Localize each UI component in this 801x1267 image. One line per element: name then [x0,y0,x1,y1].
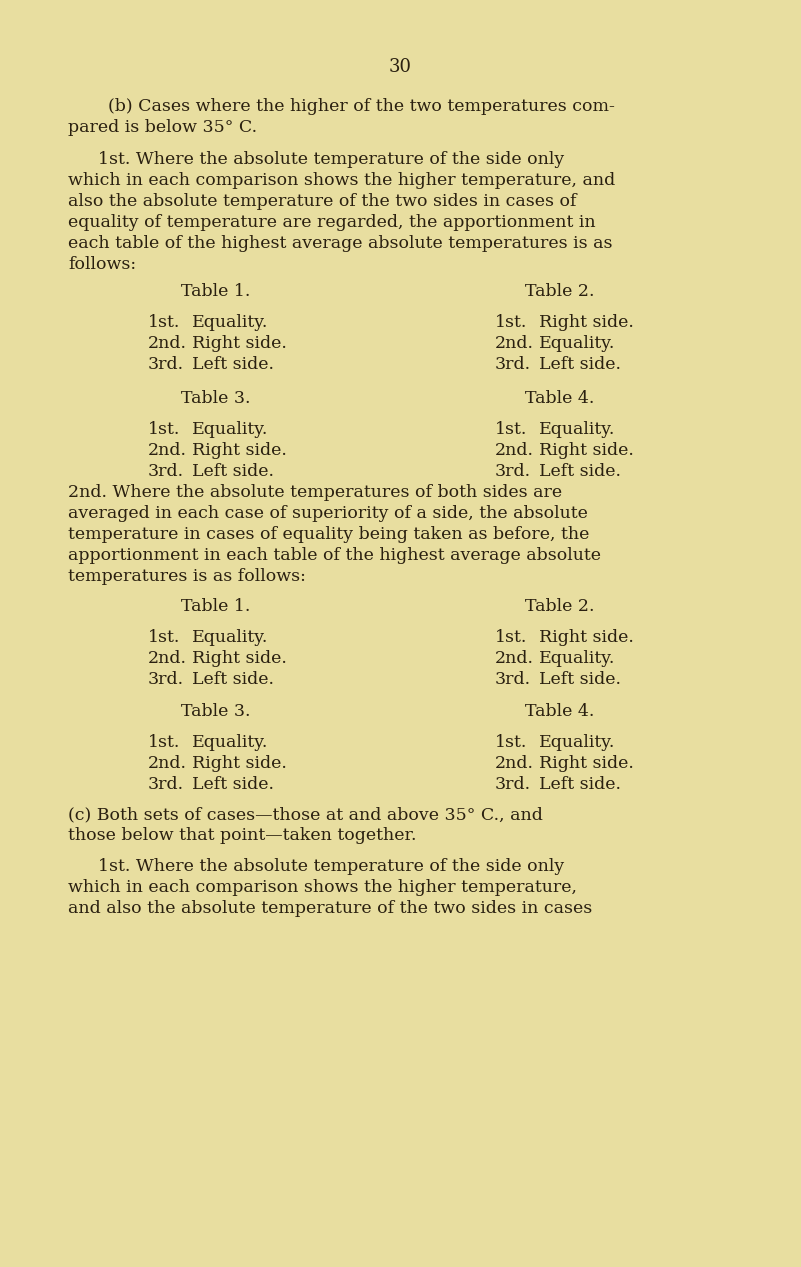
Text: Right side.: Right side. [539,628,634,646]
Text: Equality.: Equality. [539,334,615,352]
Text: Left side.: Left side. [539,672,621,688]
Text: Table 4.: Table 4. [525,703,594,720]
Text: those below that point—taken together.: those below that point—taken together. [68,827,417,844]
Text: Right side.: Right side. [539,755,634,772]
Text: 2nd.: 2nd. [148,442,187,459]
Text: Left side.: Left side. [539,356,621,372]
Text: which in each comparison shows the higher temperature,: which in each comparison shows the highe… [68,879,577,896]
Text: Left side.: Left side. [192,356,274,372]
Text: 1st.: 1st. [495,314,527,331]
Text: each table of the highest average absolute temperatures is as: each table of the highest average absolu… [68,234,613,252]
Text: Left side.: Left side. [192,672,274,688]
Text: 3rd.: 3rd. [148,775,184,793]
Text: Table 2.: Table 2. [525,598,595,614]
Text: 2nd.: 2nd. [495,755,534,772]
Text: 3rd.: 3rd. [495,775,531,793]
Text: averaged in each case of superiority of a side, the absolute: averaged in each case of superiority of … [68,506,588,522]
Text: 2nd.: 2nd. [148,755,187,772]
Text: 1st. Where the absolute temperature of the side only: 1st. Where the absolute temperature of t… [98,858,564,875]
Text: Equality.: Equality. [192,314,268,331]
Text: Right side.: Right side. [192,755,287,772]
Text: Right side.: Right side. [539,442,634,459]
Text: 3rd.: 3rd. [148,672,184,688]
Text: Equality.: Equality. [192,734,268,751]
Text: Left side.: Left side. [192,775,274,793]
Text: 3rd.: 3rd. [495,462,531,480]
Text: 2nd.: 2nd. [495,650,534,666]
Text: 2nd.: 2nd. [148,650,187,666]
Text: equality of temperature are regarded, the apportionment in: equality of temperature are regarded, th… [68,214,596,231]
Text: 1st.: 1st. [495,734,527,751]
Text: Equality.: Equality. [192,628,268,646]
Text: temperature in cases of equality being taken as before, the: temperature in cases of equality being t… [68,526,590,544]
Text: 3rd.: 3rd. [495,356,531,372]
Text: and also the absolute temperature of the two sides in cases: and also the absolute temperature of the… [68,900,592,917]
Text: Equality.: Equality. [192,421,268,438]
Text: Right side.: Right side. [192,650,287,666]
Text: Right side.: Right side. [192,334,287,352]
Text: 1st.: 1st. [495,421,527,438]
Text: Table 4.: Table 4. [525,390,594,407]
Text: Table 2.: Table 2. [525,283,595,300]
Text: 3rd.: 3rd. [148,462,184,480]
Text: 1st.: 1st. [495,628,527,646]
Text: (c) Both sets of cases—those at and above 35° C., and: (c) Both sets of cases—those at and abov… [68,806,543,824]
Text: 1st.: 1st. [148,734,180,751]
Text: apportionment in each table of the highest average absolute: apportionment in each table of the highe… [68,547,601,564]
Text: Left side.: Left side. [539,462,621,480]
Text: 1st. Where the absolute temperature of the side only: 1st. Where the absolute temperature of t… [98,151,564,169]
Text: 2nd.: 2nd. [495,442,534,459]
Text: 1st.: 1st. [148,421,180,438]
Text: Equality.: Equality. [539,734,615,751]
Text: Table 1.: Table 1. [181,598,251,614]
Text: Table 3.: Table 3. [181,390,251,407]
Text: Table 3.: Table 3. [181,703,251,720]
Text: which in each comparison shows the higher temperature, and: which in each comparison shows the highe… [68,172,615,189]
Text: Right side.: Right side. [539,314,634,331]
Text: 30: 30 [388,58,412,76]
Text: also the absolute temperature of the two sides in cases of: also the absolute temperature of the two… [68,193,577,210]
Text: 3rd.: 3rd. [148,356,184,372]
Text: 1st.: 1st. [148,314,180,331]
Text: 2nd.: 2nd. [148,334,187,352]
Text: (b) Cases where the higher of the two temperatures com-: (b) Cases where the higher of the two te… [108,98,615,115]
Text: 3rd.: 3rd. [495,672,531,688]
Text: follows:: follows: [68,256,136,272]
Text: Right side.: Right side. [192,442,287,459]
Text: Table 1.: Table 1. [181,283,251,300]
Text: Equality.: Equality. [539,421,615,438]
Text: Left side.: Left side. [192,462,274,480]
Text: temperatures is as follows:: temperatures is as follows: [68,568,306,585]
Text: Equality.: Equality. [539,650,615,666]
Text: 2nd.: 2nd. [495,334,534,352]
Text: 2nd. Where the absolute temperatures of both sides are: 2nd. Where the absolute temperatures of … [68,484,562,500]
Text: pared is below 35° C.: pared is below 35° C. [68,119,257,136]
Text: 1st.: 1st. [148,628,180,646]
Text: Left side.: Left side. [539,775,621,793]
